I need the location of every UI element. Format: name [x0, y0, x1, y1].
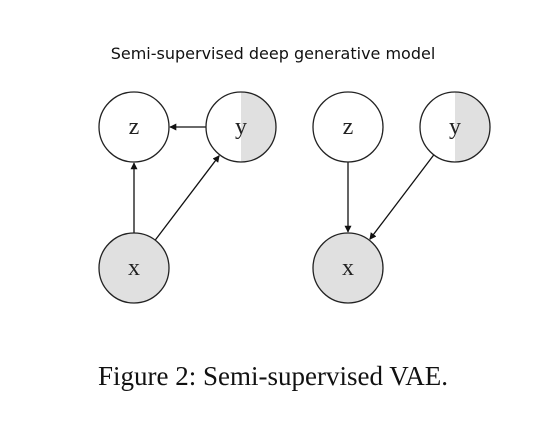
node-y: y	[419, 91, 491, 163]
node-z-outline	[98, 91, 170, 163]
node-y-outline	[205, 91, 277, 163]
node-z-outline	[312, 91, 384, 163]
panel-generative-model: z y x	[312, 91, 491, 304]
edge-y-to-x	[369, 154, 435, 240]
diagram-title: Semi-supervised deep generative model	[110, 44, 436, 63]
node-z-label: z	[343, 114, 354, 140]
node-z-label: z	[129, 114, 140, 140]
node-x: x	[312, 232, 384, 304]
node-y-label: y	[449, 114, 461, 140]
node-z: z	[312, 91, 384, 163]
figure-caption: Figure 2: Semi-supervised VAE.	[98, 361, 448, 391]
node-z: z	[98, 91, 170, 163]
node-x-circle	[313, 233, 383, 303]
node-x-label: x	[128, 255, 140, 281]
node-z-circle	[313, 92, 383, 162]
node-x-label: x	[342, 255, 354, 281]
node-x-outline	[98, 232, 170, 304]
node-z-circle	[99, 92, 169, 162]
node-y-outline	[419, 91, 491, 163]
node-x-circle	[99, 233, 169, 303]
node-y-half-shading	[241, 92, 276, 162]
panel-inference-model: z y x	[98, 91, 277, 304]
node-x: x	[98, 232, 170, 304]
node-y: y	[205, 91, 277, 163]
node-y-half-shading	[455, 92, 490, 162]
node-x-outline	[312, 232, 384, 304]
edge-x-to-y	[154, 155, 220, 241]
node-y-label: y	[235, 114, 247, 140]
